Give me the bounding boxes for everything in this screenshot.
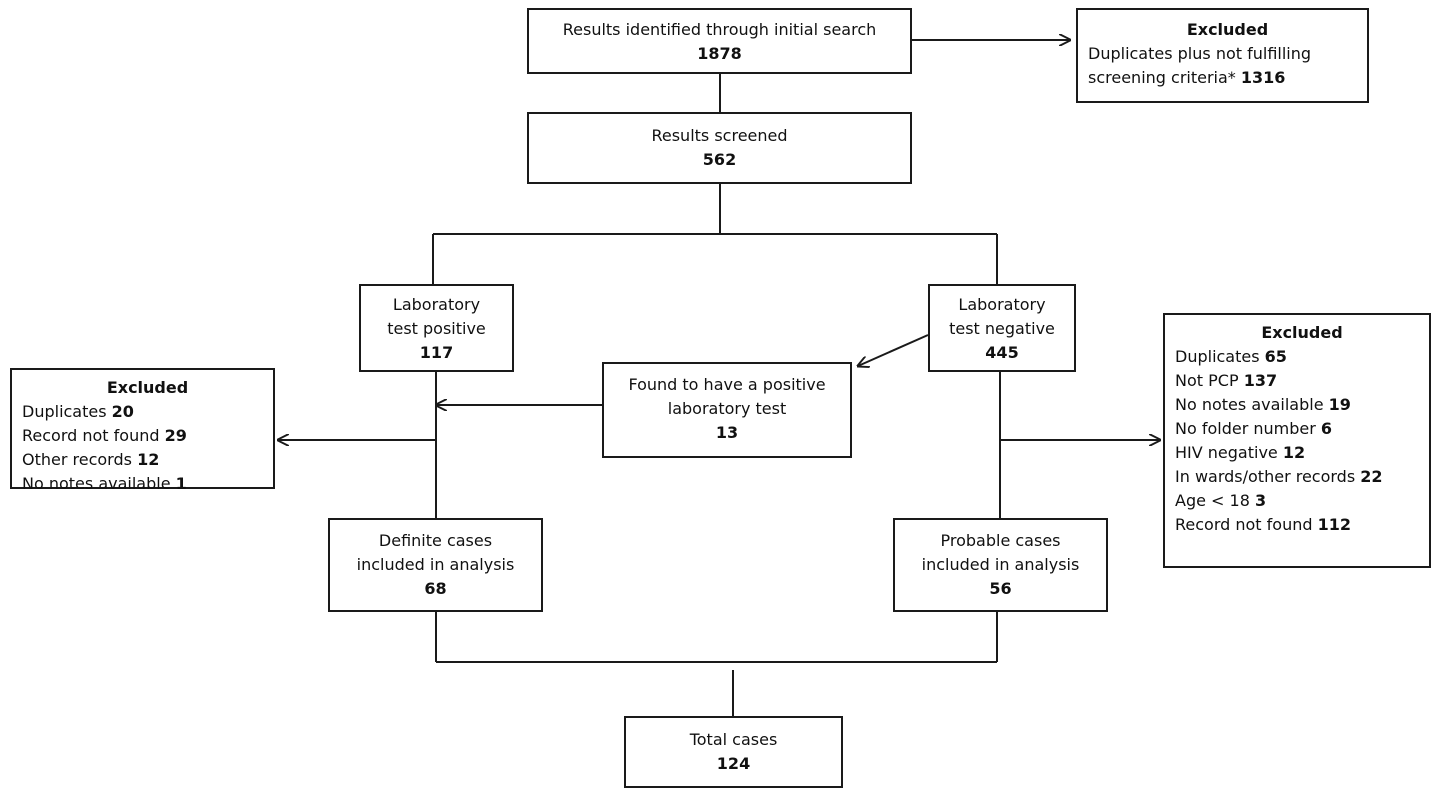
excluded-right-item: In wards/other records 22	[1175, 467, 1383, 486]
lab-negative-line2: test negative	[949, 319, 1055, 338]
initial-search-box: Results identified through initial searc…	[527, 8, 912, 74]
probable-cases-box: Probable cases included in analysis 56	[893, 518, 1108, 612]
definite-line2: included in analysis	[356, 555, 515, 574]
excluded-left-item: Other records 12	[22, 450, 160, 469]
found-positive-line1: Found to have a positive	[628, 375, 826, 394]
definite-count: 68	[424, 579, 447, 598]
definite-line1: Definite cases	[378, 531, 493, 550]
initial-search-count: 1878	[697, 44, 742, 63]
total-count: 124	[716, 754, 751, 773]
screened-box: Results screened 562	[527, 112, 912, 184]
initial-search-label: Results identified through initial searc…	[562, 20, 877, 39]
excluded-top-count: 1316	[1240, 68, 1286, 87]
found-positive-box: Found to have a positive laboratory test…	[602, 362, 852, 458]
arrow-negative-to-found-positive	[858, 334, 929, 366]
probable-line1: Probable cases	[940, 531, 1061, 550]
excluded-top-line2: screening criteria* 1316	[1088, 68, 1286, 87]
lab-negative-count: 445	[985, 343, 1019, 362]
excluded-top-box: Excluded Duplicates plus not fulfilling …	[1076, 8, 1369, 103]
excluded-right-box: Excluded Duplicates 65 Not PCP 137 No no…	[1163, 313, 1431, 568]
excluded-right-item: No folder number 6	[1175, 419, 1333, 438]
screened-label: Results screened	[651, 126, 788, 145]
screened-count: 562	[702, 150, 737, 169]
probable-count: 56	[989, 579, 1012, 598]
lab-positive-line2: test positive	[387, 319, 486, 338]
total-label: Total cases	[689, 730, 778, 749]
excluded-right-title: Excluded	[1261, 323, 1343, 342]
excluded-left-title: Excluded	[106, 378, 189, 397]
excluded-left-item: No notes available 1	[22, 474, 187, 493]
lab-positive-line1: Laboratory	[392, 295, 481, 314]
lab-negative-line1: Laboratory	[958, 295, 1046, 314]
excluded-top-title: Excluded	[1186, 20, 1269, 39]
found-positive-line2: laboratory test	[667, 399, 787, 418]
excluded-left-box: Excluded Duplicates 20 Record not found …	[10, 368, 275, 493]
excluded-right-item: Not PCP 137	[1175, 371, 1278, 390]
found-positive-count: 13	[715, 423, 739, 442]
excluded-right-item: Record not found 112	[1175, 515, 1352, 534]
excluded-right-item: No notes available 19	[1175, 395, 1351, 414]
excluded-right-item: HIV negative 12	[1175, 443, 1306, 462]
excluded-right-item: Duplicates 65	[1175, 347, 1287, 366]
lab-positive-count: 117	[419, 343, 454, 362]
lab-positive-box: Laboratory test positive 117	[359, 284, 514, 372]
excluded-left-item: Duplicates 20	[22, 402, 134, 421]
excluded-left-item: Record not found 29	[22, 426, 187, 445]
total-cases-box: Total cases 124	[624, 716, 843, 788]
definite-cases-box: Definite cases included in analysis 68	[328, 518, 543, 612]
probable-line2: included in analysis	[921, 555, 1080, 574]
excluded-right-item: Age < 18 3	[1175, 491, 1267, 510]
excluded-top-line1: Duplicates plus not fulfilling	[1088, 44, 1312, 63]
lab-negative-box: Laboratory test negative 445	[928, 284, 1076, 372]
